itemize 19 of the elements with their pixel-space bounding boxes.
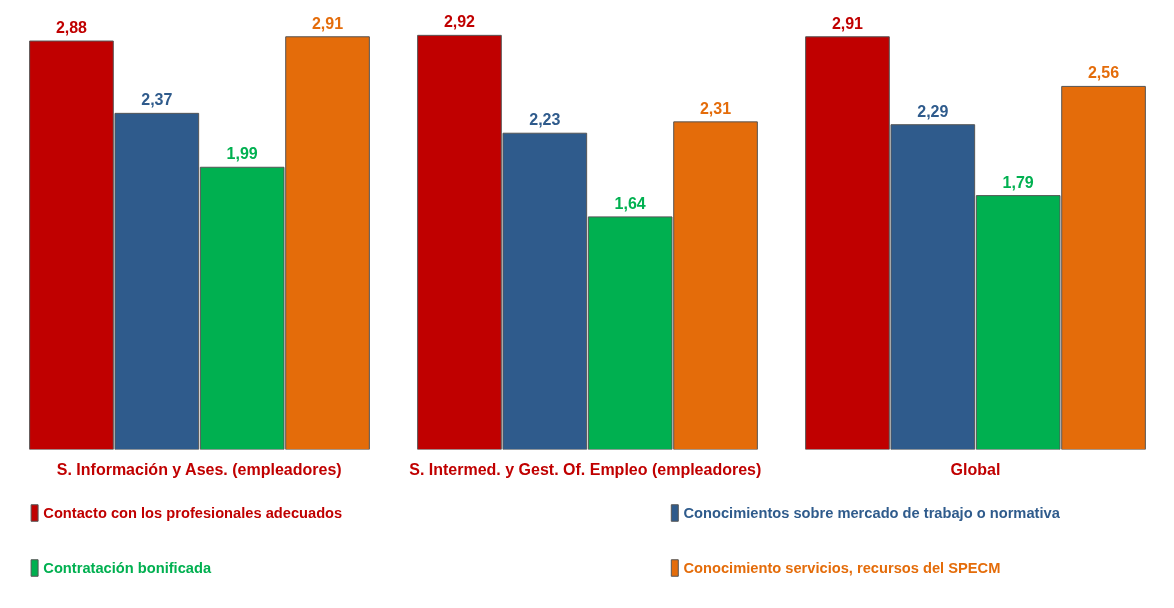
data-label: 2,88 [55,19,88,37]
x-tick-label: S. Intermed. y Gest. Of. Empleo (empleadores) [409,460,762,478]
data-label: 2,23 [529,111,561,129]
legend-label: Contratación bonificada [43,560,212,576]
data-label: 2,91 [831,14,864,32]
data-label: 2,37 [141,91,173,109]
legend-label: Conocimiento servicios, recursos del SPECM [683,560,1001,576]
legend-label: Contacto con los profesionales adecuados [43,505,343,521]
data-label: 2,92 [443,13,476,31]
data-label: 1,79 [1002,173,1034,191]
data-label: 2,91 [311,14,344,32]
x-tick-label: Global [950,460,1001,478]
data-label: 2,31 [699,99,732,117]
data-label: 1,64 [614,194,646,212]
x-tick-label: S. Información y Ases. (empleadores) [56,460,342,478]
data-label: 1,99 [226,145,258,163]
data-label: 2,56 [1087,64,1120,82]
legend-label: Conocimientos sobre mercado de trabajo o normativa [683,505,1061,521]
data-label: 2,29 [917,102,949,120]
